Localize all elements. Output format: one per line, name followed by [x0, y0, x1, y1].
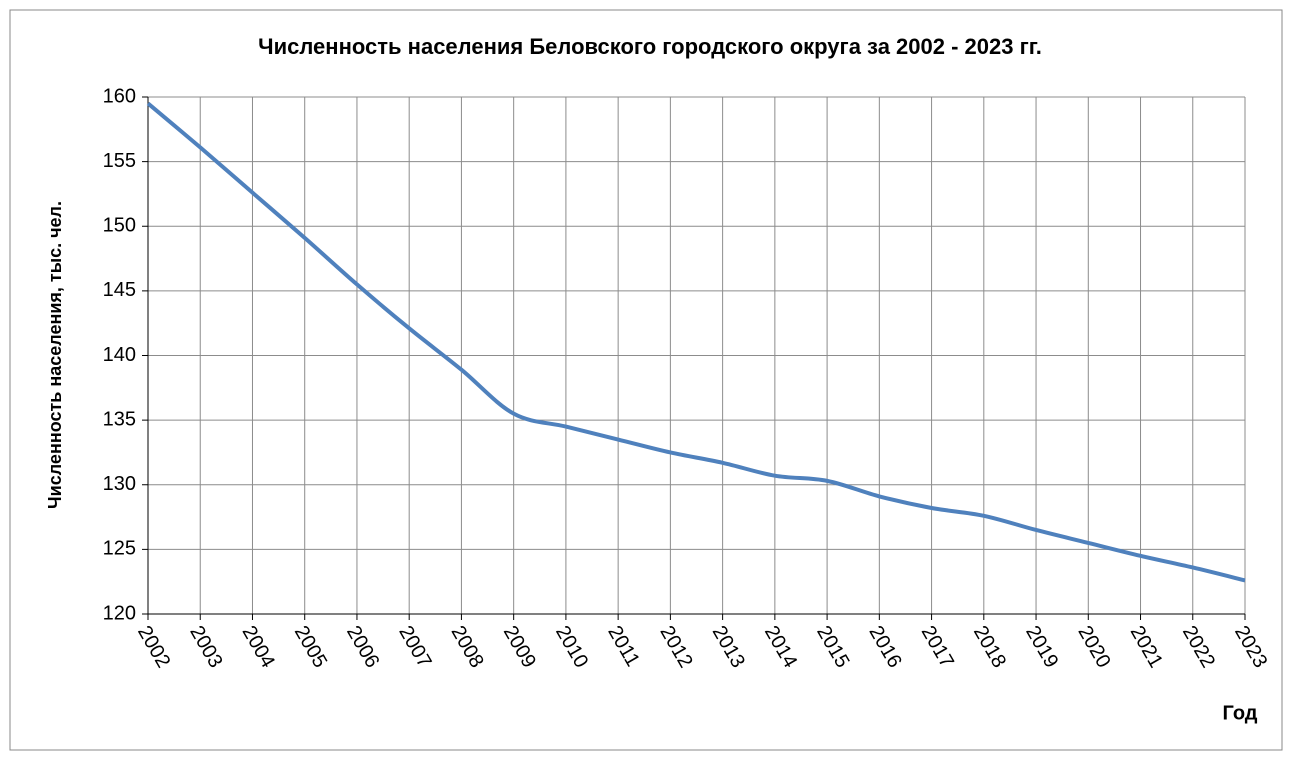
y-tick-label: 155 [103, 150, 136, 172]
y-tick-label: 120 [103, 602, 136, 624]
y-tick-label: 125 [103, 538, 136, 560]
y-tick-label: 130 [103, 473, 136, 495]
y-tick-label: 140 [103, 344, 136, 366]
y-tick-label: 160 [103, 85, 136, 107]
line [146, 101, 1246, 583]
chart-title: Численность населения Беловского городск… [258, 34, 1042, 59]
y-tick-label: 150 [103, 215, 136, 237]
y-tick-label: 145 [103, 279, 136, 301]
y-axis-label: Численность населения, тыс. чел. [45, 201, 65, 509]
x-axis-label: Год [1223, 702, 1258, 724]
y-tick-label: 135 [103, 408, 136, 430]
chart-border [9, 9, 1283, 751]
